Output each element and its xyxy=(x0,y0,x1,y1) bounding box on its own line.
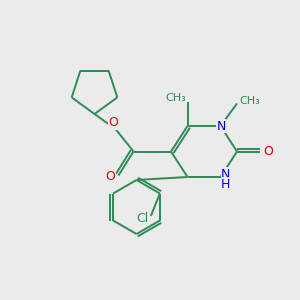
Text: O: O xyxy=(105,170,115,184)
Text: N: N xyxy=(216,119,226,133)
Text: H: H xyxy=(221,178,231,191)
Text: O: O xyxy=(263,145,273,158)
Text: CH₃: CH₃ xyxy=(166,93,187,103)
Text: N: N xyxy=(221,168,231,181)
Text: Cl: Cl xyxy=(136,212,148,225)
Text: CH₃: CH₃ xyxy=(239,96,260,106)
Text: O: O xyxy=(108,116,118,129)
